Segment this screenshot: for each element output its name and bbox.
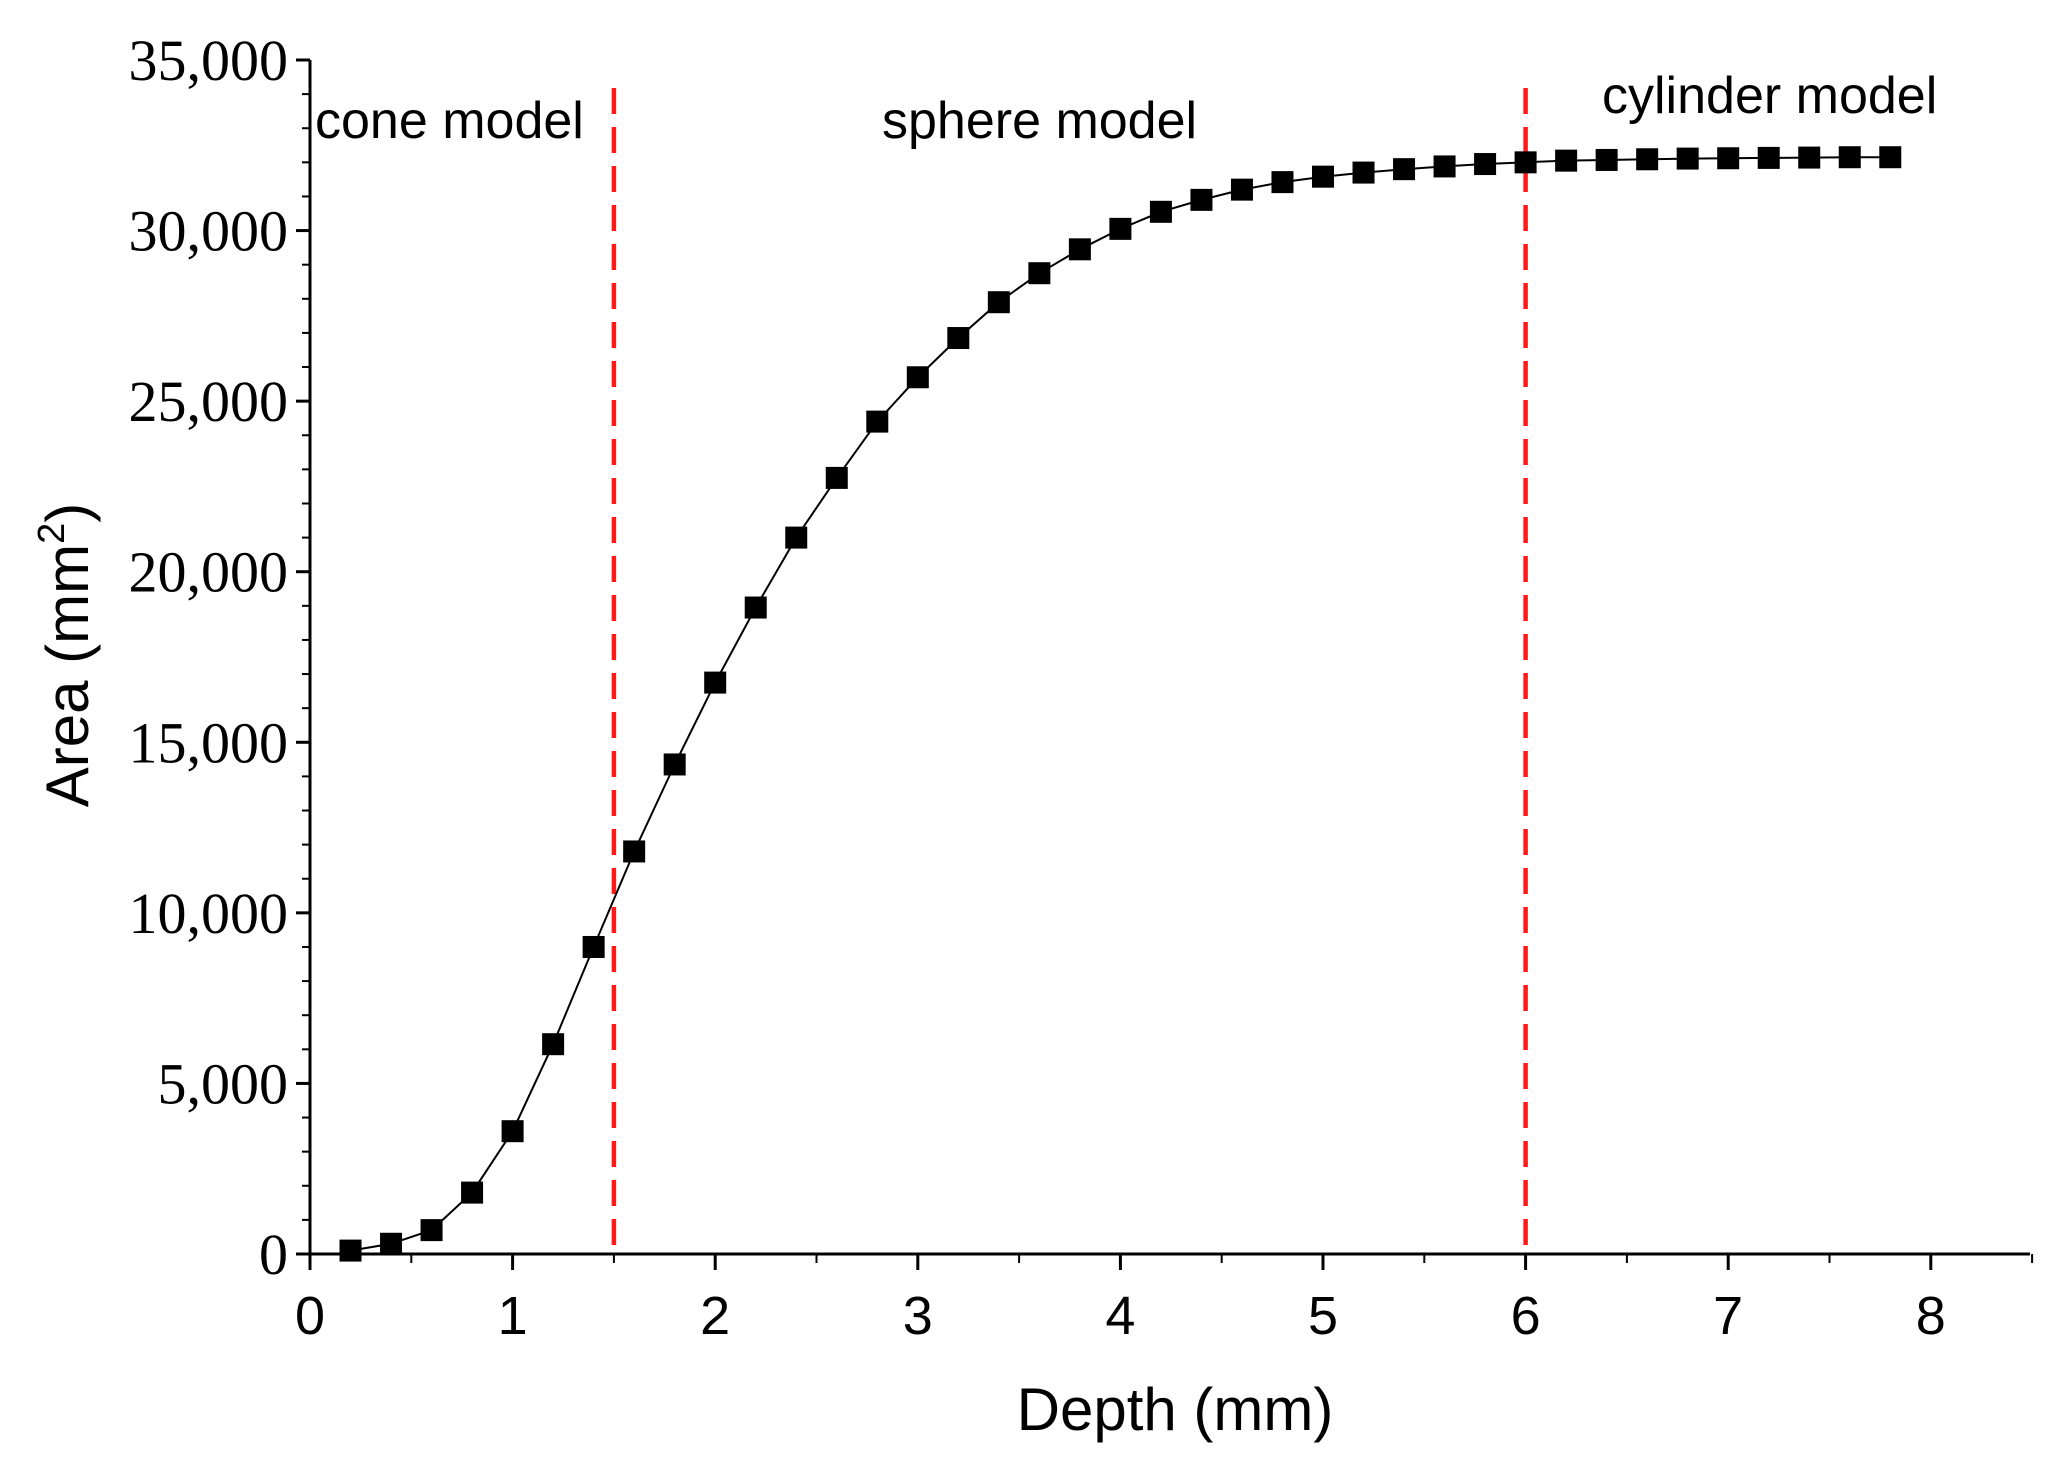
data-point <box>1230 178 1253 201</box>
data-point <box>1757 146 1780 169</box>
data-point <box>1717 147 1740 170</box>
x-tick-label: 3 <box>903 1286 933 1346</box>
x-tick-label: 6 <box>1511 1286 1541 1346</box>
x-tick-label: 1 <box>498 1286 528 1346</box>
x-axis-title: Depth (mm) <box>1017 1376 1334 1443</box>
y-tick-label: 35,000 <box>129 28 289 93</box>
data-point <box>866 410 889 433</box>
y-tick-label: 5,000 <box>158 1051 289 1116</box>
y-axis-title-main: Area (mm <box>34 544 101 807</box>
data-point <box>1271 171 1294 194</box>
data-point <box>420 1219 443 1242</box>
y-axis-title-close: ) <box>34 503 101 523</box>
data-point <box>1190 188 1213 211</box>
data-point <box>1879 146 1902 169</box>
data-point <box>1514 151 1537 174</box>
data-point <box>461 1181 484 1204</box>
area-series <box>339 146 1902 1262</box>
annotation-cylinder-model: cylinder model <box>1602 67 1937 125</box>
data-point <box>1312 165 1334 188</box>
data-point <box>1433 155 1456 178</box>
data-point <box>501 1120 524 1143</box>
y-tick-label: 25,000 <box>129 369 289 434</box>
x-ticks: 0 1 2 3 4 5 6 7 8 <box>295 1254 2034 1346</box>
data-point <box>1838 146 1861 169</box>
y-axis-title-superscript: 2 <box>31 523 73 544</box>
data-point <box>987 291 1010 314</box>
x-tick-label: 7 <box>1713 1286 1743 1346</box>
data-point <box>1798 146 1821 169</box>
annotation-cone-model: cone model <box>315 92 584 150</box>
x-tick-label: 2 <box>700 1286 730 1346</box>
data-point <box>825 466 848 489</box>
data-point <box>906 366 929 389</box>
x-tick-label: 8 <box>1916 1286 1946 1346</box>
x-tick-label: 4 <box>1105 1286 1135 1346</box>
axes-group <box>308 60 2030 1256</box>
data-point <box>663 753 686 776</box>
data-point <box>582 935 605 958</box>
data-point <box>623 840 646 863</box>
data-point <box>1676 147 1699 170</box>
y-ticks: 0 5,000 10,000 15,000 20,000 25,000 30,000 35,0… <box>129 28 310 1287</box>
y-tick-label: 20,000 <box>129 540 289 605</box>
data-point <box>785 526 808 549</box>
data-point <box>1352 161 1375 184</box>
data-point <box>947 327 970 350</box>
data-point <box>1636 148 1659 171</box>
data-point <box>1109 217 1132 240</box>
data-point <box>1393 158 1416 181</box>
x-tick-label: 5 <box>1308 1286 1338 1346</box>
annotation-sphere-model: sphere model <box>882 92 1197 150</box>
y-tick-label: 30,000 <box>129 199 289 264</box>
data-point <box>1555 149 1578 172</box>
data-point <box>704 671 727 694</box>
x-tick-label: 0 <box>295 1286 325 1346</box>
model-boundaries <box>611 88 1528 1254</box>
data-point <box>1149 200 1172 223</box>
y-tick-label: 10,000 <box>129 881 289 946</box>
data-point <box>744 596 767 619</box>
data-point <box>1595 148 1618 171</box>
data-point <box>1068 238 1091 261</box>
data-point <box>1474 153 1497 176</box>
series-line <box>350 156 1891 1252</box>
y-tick-label: 0 <box>259 1222 288 1287</box>
data-point <box>1028 262 1051 285</box>
y-tick-label: 15,000 <box>129 710 289 775</box>
data-point <box>542 1033 565 1056</box>
data-point <box>339 1239 362 1262</box>
y-axis-title: Area (mm2) <box>31 503 101 807</box>
data-point <box>380 1232 403 1255</box>
